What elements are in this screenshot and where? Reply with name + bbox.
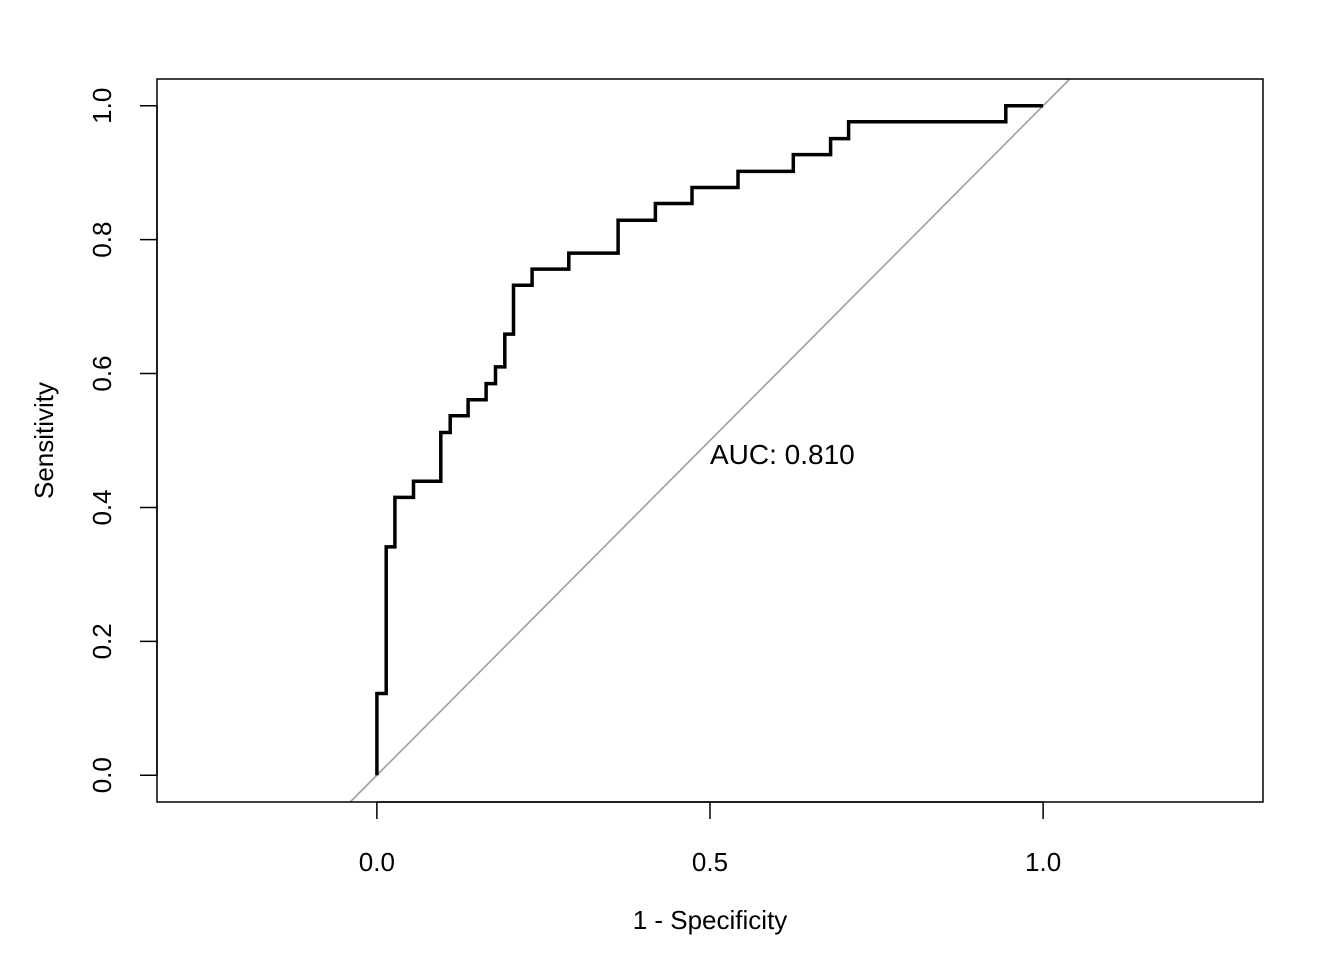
y-tick-label: 0.0 (87, 757, 117, 793)
series-layer (375, 104, 1044, 776)
y-tick-label: 0.4 (87, 489, 117, 525)
x-axis-title: 1 - Specificity (633, 905, 788, 935)
reference-diagonal-line (349, 79, 1071, 802)
axes-layer: 0.0 0.5 1.0 0.0 0.2 0.4 0.6 0.8 1.0 (87, 78, 1264, 877)
roc-curve-line (375, 104, 1044, 776)
y-tick-label: 1.0 (87, 88, 117, 124)
y-tick-label: 0.8 (87, 222, 117, 258)
y-tick-label: 0.6 (87, 355, 117, 391)
y-tick-label: 0.2 (87, 623, 117, 659)
x-tick-label: 1.0 (1025, 847, 1061, 877)
x-tick-label: 0.0 (359, 847, 395, 877)
y-axis-title: Sensitivity (29, 382, 59, 499)
x-tick-label: 0.5 (692, 847, 728, 877)
auc-annotation: AUC: 0.810 (710, 439, 855, 470)
reference-layer (349, 79, 1071, 802)
